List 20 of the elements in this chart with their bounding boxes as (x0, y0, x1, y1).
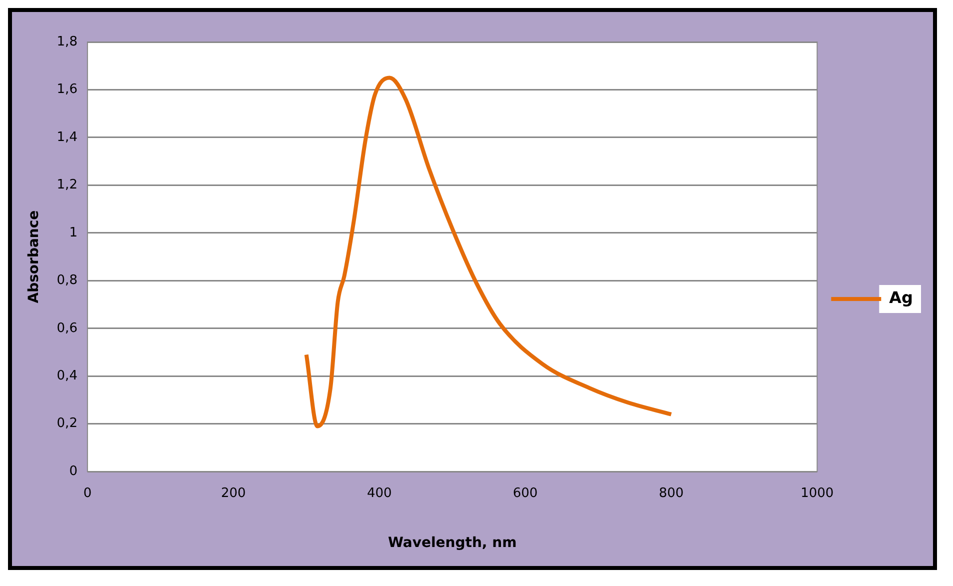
y-tick-label: 0 (69, 464, 78, 479)
legend-label: Ag (889, 288, 914, 308)
x-tick-label: 0 (83, 486, 92, 501)
y-axis-title: Absorbance (26, 210, 42, 304)
y-tick-label: 0,4 (56, 368, 78, 384)
y-tick-label: 0,8 (56, 273, 78, 288)
x-tick-label: 600 (512, 486, 538, 501)
y-tick-label: 1,8 (56, 34, 78, 50)
y-tick-label: 0,6 (56, 320, 78, 336)
y-tick-label: 1,4 (56, 130, 78, 145)
y-tick-label: 1 (69, 225, 78, 240)
x-axis-title: Wavelength, nm (388, 535, 517, 552)
x-tick-label: 800 (658, 486, 684, 501)
y-tick-label: 1,6 (56, 82, 78, 98)
x-tick-label: 400 (366, 486, 392, 501)
line-series (304, 76, 674, 428)
x-tick-label: 200 (221, 486, 246, 501)
y-tick-label: 1,2 (56, 178, 78, 193)
x-tick-label: 1000 (800, 486, 834, 501)
y-tick-label: 0,2 (56, 416, 78, 432)
